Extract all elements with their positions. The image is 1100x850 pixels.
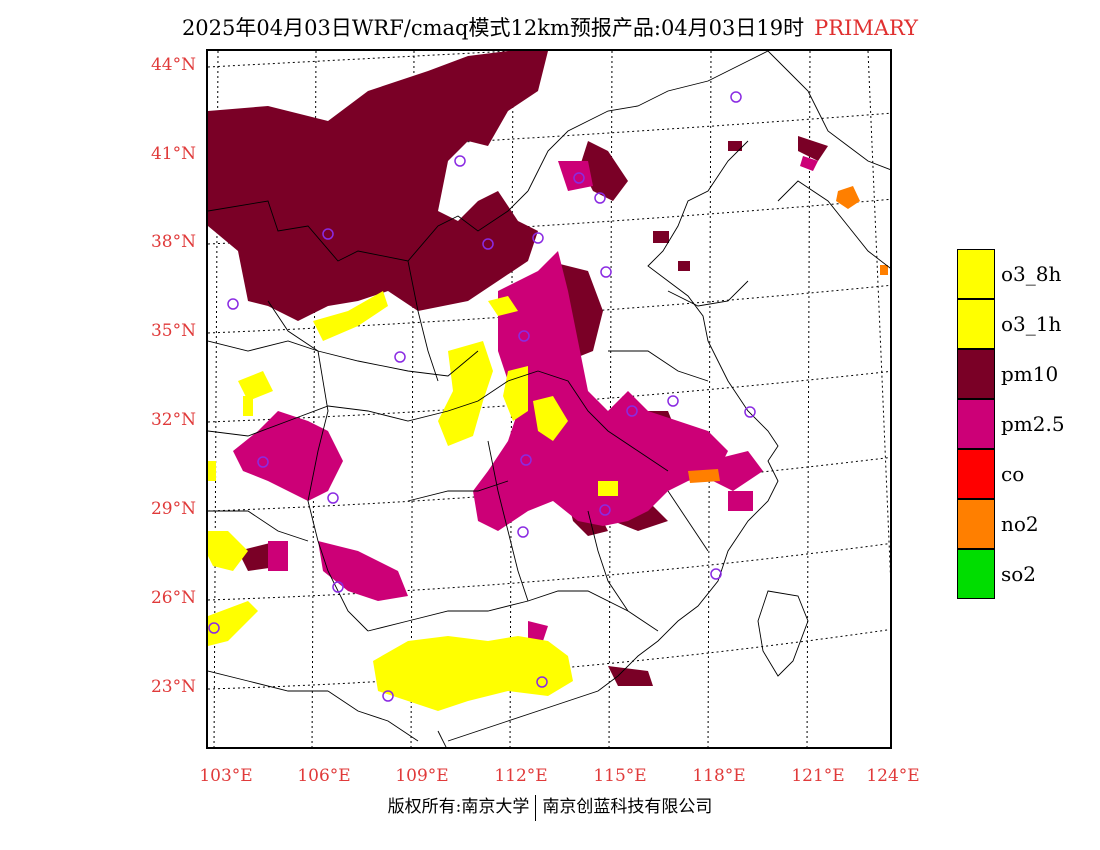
lon-label-118: 118°E [692,766,746,786]
pollutant-map [208,51,890,747]
lon-label-121: 121°E [791,766,845,786]
legend-label: o3_8h [1001,262,1062,286]
title-main: 2025年04月03日WRF/cmaq模式12km预报产品:04月03日19时 [181,16,805,40]
legend-label: pm10 [1001,362,1059,386]
legend-swatch [957,449,995,499]
lon-label-112: 112°E [494,766,548,786]
copyright-right: 南京创蓝科技有限公司 [542,797,713,817]
map-title: 2025年04月03日WRF/cmaq模式12km预报产品:04月03日19时 P… [0,12,1100,42]
site-markers [208,91,756,702]
o3-areas [208,291,618,711]
lon-label-103: 103°E [199,766,253,786]
lat-label-35: 35°N [150,321,196,341]
lat-label-29: 29°N [150,499,196,519]
title-primary-tag: PRIMARY [814,16,919,40]
legend-swatch [957,499,995,549]
legend-swatch [957,249,995,299]
legend-swatch [957,349,995,399]
footer-divider [535,794,537,821]
lon-label-106: 106°E [297,766,351,786]
map-panel[interactable] [206,49,892,749]
lon-label-115: 115°E [593,766,647,786]
legend-label: pm2.5 [1001,412,1065,436]
legend-item-pm25: pm2.5 [957,399,1077,449]
lat-label-38: 38°N [150,232,196,252]
legend-swatch [957,549,995,599]
legend-item-no2: no2 [957,499,1077,549]
legend-swatch [957,399,995,449]
lat-label-23: 23°N [150,677,196,697]
legend-label: co [1001,462,1025,486]
legend-label: so2 [1001,562,1037,586]
copyright-footer: 版权所有:南京大学 南京创蓝科技有限公司 [0,792,1100,821]
lat-label-26: 26°N [150,588,196,608]
legend-item-so2: so2 [957,549,1077,599]
legend-label: no2 [1001,512,1039,536]
pm25-areas [233,156,818,641]
legend: o3_8h o3_1h pm10 pm2.5 co no2 so2 [957,249,1077,599]
no2-areas [688,186,888,483]
boundaries [208,51,890,747]
legend-item-pm10: pm10 [957,349,1077,399]
lon-label-124: 124°E [866,766,920,786]
legend-swatch [957,299,995,349]
legend-item-o3-1h: o3_1h [957,299,1077,349]
legend-item-o3-8h: o3_8h [957,249,1077,299]
copyright-left: 版权所有:南京大学 [387,797,530,817]
legend-label: o3_1h [1001,312,1062,336]
legend-item-co: co [957,449,1077,499]
lon-label-109: 109°E [395,766,449,786]
lat-label-41: 41°N [150,144,196,164]
lat-label-32: 32°N [150,410,196,430]
lat-label-44: 44°N [150,55,196,75]
